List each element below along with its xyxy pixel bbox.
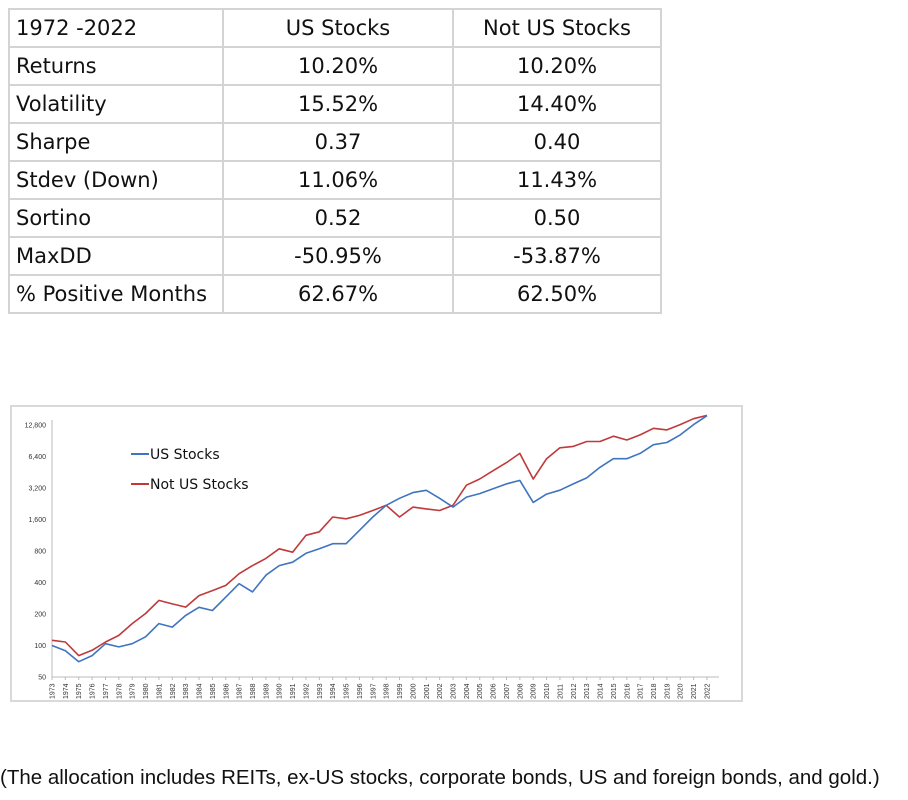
x-tick-label: 1983 — [183, 683, 190, 699]
x-tick-label: 1997 — [370, 683, 377, 699]
metric-label: % Positive Months — [8, 274, 224, 314]
x-tick-label: 2015 — [611, 683, 618, 699]
x-tick-label: 2008 — [517, 683, 524, 699]
x-tick-label: 2011 — [557, 684, 564, 699]
x-tick-label: 1988 — [250, 683, 257, 699]
x-tick-label: 2014 — [598, 683, 605, 699]
metric-label: Returns — [8, 46, 224, 86]
metric-value: 14.40% — [452, 84, 662, 124]
x-tick-label: 1981 — [156, 683, 163, 699]
x-tick-label: 1993 — [317, 683, 324, 699]
y-tick-label: 100 — [34, 643, 46, 650]
metric-value: 0.50 — [452, 198, 662, 238]
metric-value: 0.40 — [452, 122, 662, 162]
metric-value: 62.67% — [222, 274, 454, 314]
x-tick-label: 2003 — [451, 683, 458, 699]
x-tick-label: 2005 — [477, 683, 484, 699]
stats-table: 1972 -2022 US Stocks Not US Stocks Returns 1… — [8, 8, 662, 314]
metric-value: 0.52 — [222, 198, 454, 238]
x-tick-label: 2012 — [571, 683, 578, 699]
y-tick-label: 6,400 — [28, 454, 46, 461]
x-tick-label: 1995 — [344, 683, 351, 699]
x-tick-label: 1980 — [143, 683, 150, 699]
x-tick-label: 1985 — [210, 683, 217, 699]
x-tick-label: 2004 — [464, 683, 471, 699]
metric-value: -50.95% — [222, 236, 454, 276]
x-tick-label: 1998 — [384, 683, 391, 699]
y-tick-label: 400 — [34, 580, 46, 587]
x-tick-label: 1982 — [170, 683, 177, 699]
y-tick-label: 50 — [38, 675, 46, 682]
y-tick-label: 12,800 — [25, 423, 47, 430]
metric-value: 10.20% — [222, 46, 454, 86]
table-header-row: 1972 -2022 US Stocks Not US Stocks — [8, 8, 662, 48]
metric-value: 11.06% — [222, 160, 454, 200]
x-tick-label: 1973 — [50, 683, 57, 699]
table-row: % Positive Months 62.67% 62.50% — [8, 274, 662, 314]
x-tick-label: 2021 — [691, 683, 698, 699]
legend-label: US Stocks — [150, 447, 220, 463]
table-row: Returns 10.20% 10.20% — [8, 46, 662, 86]
metric-value: 11.43% — [452, 160, 662, 200]
x-tick-label: 2007 — [504, 683, 511, 699]
y-tick-label: 200 — [34, 612, 46, 619]
x-tick-label: 2018 — [651, 683, 658, 699]
x-tick-label: 2017 — [638, 683, 645, 699]
x-tick-label: 2002 — [437, 683, 444, 699]
metric-label: Sortino — [8, 198, 224, 238]
x-tick-label: 1986 — [223, 683, 230, 699]
x-tick-label: 2020 — [678, 683, 685, 699]
x-tick-label: 2009 — [531, 683, 538, 699]
x-tick-label: 1989 — [263, 683, 270, 699]
x-tick-label: 2013 — [584, 683, 591, 699]
x-tick-label: 1978 — [116, 683, 123, 699]
x-tick-label: 1975 — [76, 683, 83, 699]
table-row: Sortino 0.52 0.50 — [8, 198, 662, 238]
table-row: Volatility 15.52% 14.40% — [8, 84, 662, 124]
x-tick-label: 1990 — [277, 683, 284, 699]
y-tick-label: 800 — [34, 549, 46, 556]
metric-value: 62.50% — [452, 274, 662, 314]
metric-label: Volatility — [8, 84, 224, 124]
table-row: MaxDD -50.95% -53.87% — [8, 236, 662, 276]
x-tick-label: 1976 — [90, 683, 97, 699]
table-row: Stdev (Down) 11.06% 11.43% — [8, 160, 662, 200]
x-tick-label: 1991 — [290, 683, 297, 699]
metric-label: Sharpe — [8, 122, 224, 162]
metric-value: 10.20% — [452, 46, 662, 86]
metric-value: 15.52% — [222, 84, 454, 124]
x-tick-label: 2019 — [664, 683, 671, 699]
growth-chart: 50 100 200 400 800 1,600 3,200 6,400 12,800 1973 1… — [10, 405, 743, 702]
metric-label: MaxDD — [8, 236, 224, 276]
x-tick-label: 1974 — [63, 683, 70, 699]
x-tick-label: 1979 — [130, 683, 137, 699]
column-header: Not US Stocks — [452, 8, 662, 48]
caption: (The allocation includes REITs, ex-US st… — [0, 766, 880, 789]
x-tick-label: 2000 — [410, 683, 417, 699]
y-tick-label: 1,600 — [28, 517, 46, 524]
column-header: US Stocks — [222, 8, 454, 48]
metric-value: -53.87% — [452, 236, 662, 276]
x-tick-label: 1987 — [237, 683, 244, 699]
x-tick-label: 2016 — [624, 683, 631, 699]
series-line-1 — [51, 414, 708, 657]
x-tick-label: 1984 — [197, 683, 204, 699]
metric-label: Stdev (Down) — [8, 160, 224, 200]
x-tick-label: 1977 — [103, 683, 110, 699]
y-tick-label: 3,200 — [28, 486, 46, 493]
metric-value: 0.37 — [222, 122, 454, 162]
chart-svg: 50 100 200 400 800 1,600 3,200 6,400 12,800 1973 1… — [25, 414, 719, 699]
series-line-0 — [51, 415, 708, 663]
x-tick-label: 2006 — [491, 683, 498, 699]
x-tick-label: 2010 — [544, 683, 551, 699]
table-row: Sharpe 0.37 0.40 — [8, 122, 662, 162]
legend-label: Not US Stocks — [150, 477, 249, 493]
x-tick-label: 1996 — [357, 683, 364, 699]
x-tick-label: 2001 — [424, 683, 431, 699]
column-header: 1972 -2022 — [8, 8, 224, 48]
x-tick-label: 2022 — [704, 683, 711, 699]
x-tick-label: 1994 — [330, 683, 337, 699]
x-tick-label: 1999 — [397, 683, 404, 699]
x-tick-label: 1992 — [303, 683, 310, 699]
